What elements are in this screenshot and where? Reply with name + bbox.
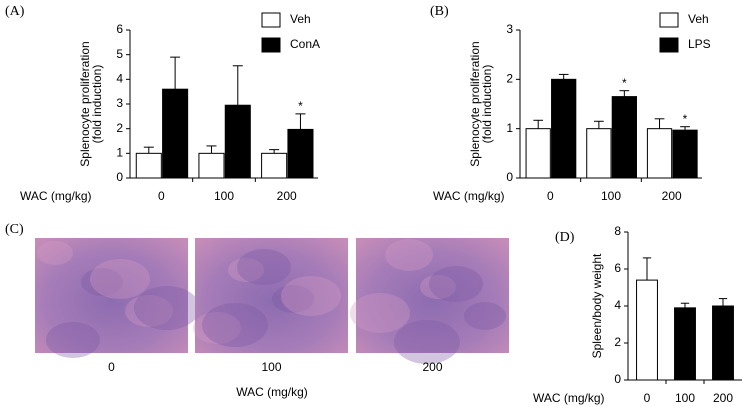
y-tick-label: 1	[506, 121, 513, 135]
x-tick-label: 200	[277, 189, 297, 203]
panel-label: (B)	[430, 4, 449, 19]
legend-swatch	[261, 12, 281, 28]
x-tick-label: 100	[214, 189, 234, 203]
legend-swatch	[659, 12, 679, 28]
x-tick-label: 0	[644, 391, 651, 405]
y-axis-label: Spleen/body weight	[590, 253, 604, 358]
y-tick-label: 2	[614, 335, 621, 349]
y-tick-label: 6	[614, 261, 621, 275]
y-tick-label: 4	[116, 72, 123, 86]
y-tick-label: 0	[506, 170, 513, 184]
y-axis-label: (fold induction)	[480, 65, 494, 144]
bar	[551, 78, 577, 179]
bar	[135, 152, 162, 179]
y-axis-label: Splenocyte proliferation	[78, 41, 92, 166]
bar	[224, 104, 251, 179]
tissue-texture	[134, 286, 200, 330]
histology-image	[35, 238, 188, 353]
y-tick-label: 4	[614, 298, 621, 312]
significance-mark: *	[622, 76, 627, 90]
legend-swatch	[659, 37, 679, 53]
bar	[636, 279, 658, 381]
x-axis-label: WAC (mg/kg)	[533, 391, 605, 405]
image-label: 0	[108, 360, 115, 374]
panel-label: (C)	[5, 222, 24, 237]
bar	[611, 96, 637, 179]
y-tick-label: 2	[116, 121, 123, 135]
bar	[162, 88, 189, 179]
tissue-texture	[281, 276, 341, 316]
y-tick-label: 8	[614, 224, 621, 238]
tissue-texture	[272, 285, 314, 313]
bar	[586, 128, 612, 179]
x-tick-label: 200	[713, 391, 733, 405]
x-axis-label: WAC (mg/kg)	[236, 385, 308, 399]
bar	[674, 307, 696, 381]
bar	[646, 128, 673, 179]
tissue-texture	[193, 312, 241, 344]
x-tick-label: 200	[662, 189, 682, 203]
x-axis-label: WAC (mg/kg)	[433, 189, 505, 203]
significance-mark: *	[683, 112, 688, 126]
y-tick-label: 5	[116, 47, 123, 61]
y-tick-label: 0	[116, 170, 123, 184]
x-axis-label: WAC (mg/kg)	[20, 189, 92, 203]
tissue-texture	[81, 268, 123, 296]
y-axis-label: Splenocyte proliferation	[468, 41, 482, 166]
bar	[198, 152, 225, 179]
tissue-texture	[46, 322, 100, 358]
tissue-texture	[237, 249, 291, 285]
x-tick-label: 0	[158, 189, 165, 203]
tissue-texture	[202, 303, 268, 347]
bar	[287, 128, 314, 179]
tissue-texture	[37, 241, 73, 265]
legend-label: Veh	[290, 12, 311, 26]
x-tick-label: 0	[547, 189, 554, 203]
x-tick-label: 100	[675, 391, 695, 405]
y-tick-label: 0	[614, 372, 621, 386]
image-label: 100	[261, 360, 281, 374]
tissue-texture	[429, 266, 483, 302]
significance-mark: *	[298, 99, 303, 113]
bar	[672, 129, 698, 179]
panel-label: (A)	[5, 4, 25, 19]
tissue-texture	[350, 293, 410, 333]
y-tick-label: 3	[116, 96, 123, 110]
image-label: 200	[422, 360, 442, 374]
bar	[712, 305, 734, 381]
y-tick-label: 1	[116, 146, 123, 160]
y-axis-label: (fold induction)	[90, 65, 104, 144]
tissue-texture	[464, 302, 506, 330]
tissue-texture	[90, 259, 150, 299]
x-tick-label: 100	[601, 189, 621, 203]
y-tick-label: 6	[116, 22, 123, 36]
legend-label: LPS	[688, 37, 711, 51]
histology-image	[195, 238, 348, 353]
bar	[525, 128, 551, 179]
legend-swatch	[261, 37, 281, 53]
histology-image	[356, 238, 509, 353]
legend-label: Veh	[688, 12, 709, 26]
panel-label: (D)	[555, 230, 575, 245]
bar	[261, 152, 288, 179]
tissue-texture	[420, 275, 456, 299]
legend-label: ConA	[290, 37, 320, 51]
tissue-texture	[394, 320, 460, 364]
tissue-texture	[228, 258, 264, 282]
y-tick-label: 3	[506, 22, 513, 36]
tissue-texture	[385, 239, 433, 271]
tissue-texture	[125, 295, 173, 327]
y-tick-label: 2	[506, 72, 513, 86]
